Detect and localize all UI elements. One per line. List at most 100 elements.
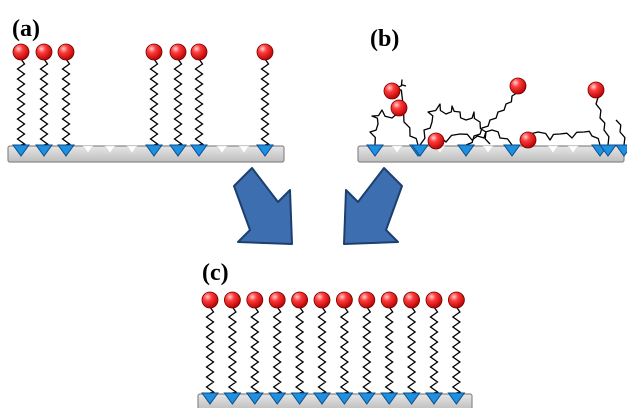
alkyl-chain — [260, 58, 270, 146]
molecule — [357, 291, 376, 405]
panel-a-molecules — [12, 43, 274, 157]
molecule — [447, 291, 466, 405]
alkyl-chain — [39, 58, 49, 146]
molecule — [145, 43, 163, 157]
anchor-group — [357, 392, 376, 405]
anchor-group — [190, 144, 208, 157]
molecule — [290, 291, 309, 405]
alkyl-chain — [362, 306, 372, 394]
molecule — [380, 291, 399, 405]
molecule — [335, 291, 354, 405]
molecule — [12, 43, 30, 157]
headgroup — [201, 291, 219, 309]
headgroup — [246, 291, 264, 309]
molecule — [366, 79, 407, 157]
anchor-group — [503, 144, 521, 157]
alkyl-chain — [16, 58, 26, 146]
anchor-group — [290, 392, 309, 405]
anchor-group — [425, 392, 443, 405]
panel-c-substrate — [197, 393, 473, 408]
anchor-group — [335, 392, 354, 405]
headgroup — [425, 291, 443, 309]
alkyl-chain — [294, 306, 305, 394]
alkyl-chain — [339, 306, 350, 394]
molecule — [245, 291, 264, 405]
headgroup — [335, 291, 353, 309]
molecule — [425, 291, 443, 405]
panel-a-substrate — [7, 145, 285, 163]
headgroup — [380, 291, 398, 309]
molecule — [411, 103, 491, 157]
anchor-group — [245, 392, 264, 405]
anchor-group — [256, 144, 274, 157]
headgroup — [447, 291, 465, 309]
alkyl-chain — [250, 306, 260, 394]
anchor-group — [223, 392, 242, 405]
molecule — [190, 43, 208, 157]
panel-b-disordered-molecules — [366, 77, 627, 157]
alkyl-chain — [61, 58, 71, 146]
molecule — [201, 291, 219, 405]
molecule — [169, 43, 187, 157]
panel-c-label: (c) — [202, 260, 229, 286]
arrow-down-left-icon — [343, 167, 403, 245]
anchor-group — [268, 392, 287, 405]
molecule — [268, 291, 287, 405]
anchor-group — [615, 144, 627, 157]
anchor-group — [313, 392, 331, 405]
headgroup — [313, 291, 331, 309]
alkyl-chain — [429, 306, 439, 394]
anchor-group — [201, 392, 219, 405]
headgroup — [390, 99, 408, 117]
headgroup — [169, 43, 187, 61]
vacant-site — [126, 145, 138, 154]
headgroup — [509, 77, 527, 95]
headgroup — [291, 291, 309, 309]
vacant-site — [82, 145, 94, 154]
arrow-down-right-icon — [233, 167, 293, 245]
alkyl-chain — [173, 58, 183, 146]
alkyl-chain — [194, 58, 204, 146]
anchor-group — [12, 144, 30, 157]
alkyl-chain — [205, 306, 215, 394]
headgroup — [190, 43, 208, 61]
panel-a-vacant-sites — [82, 145, 250, 154]
anchor-group — [402, 392, 421, 405]
anchor-group — [447, 392, 466, 405]
alkyl-chain — [384, 306, 395, 394]
panel-a-label: (a) — [12, 16, 40, 42]
anchor-group — [380, 392, 399, 405]
anchor-group — [457, 144, 475, 157]
anchor-group — [145, 144, 163, 157]
vacant-site — [391, 145, 403, 154]
panel-a: (a) — [7, 16, 285, 163]
molecule — [457, 77, 527, 157]
headgroup — [427, 132, 445, 150]
panel-b-label: (b) — [370, 26, 399, 52]
headgroup — [383, 82, 401, 100]
alkyl-chain — [272, 306, 283, 394]
molecule — [57, 43, 75, 157]
alkyl-chain — [317, 306, 327, 394]
headgroup — [12, 43, 30, 61]
alkyl-chain — [465, 85, 519, 146]
alkyl-chain — [615, 119, 626, 146]
headgroup — [403, 291, 421, 309]
alkyl-chain — [406, 306, 417, 394]
alkyl-chain — [435, 129, 513, 146]
alkyl-chain — [369, 79, 407, 146]
headgroup — [256, 43, 274, 61]
headgroup — [587, 81, 605, 99]
anchor-group — [366, 144, 384, 157]
panel-b: (b) — [357, 26, 627, 163]
anchor-group — [169, 144, 187, 157]
headgroup — [268, 291, 286, 309]
alkyl-chain — [227, 306, 238, 394]
alkyl-chain — [149, 58, 159, 146]
molecule — [615, 119, 627, 157]
vacant-site — [216, 145, 228, 154]
vacant-site — [547, 145, 559, 154]
molecule — [313, 291, 331, 405]
vacant-site — [104, 145, 116, 154]
